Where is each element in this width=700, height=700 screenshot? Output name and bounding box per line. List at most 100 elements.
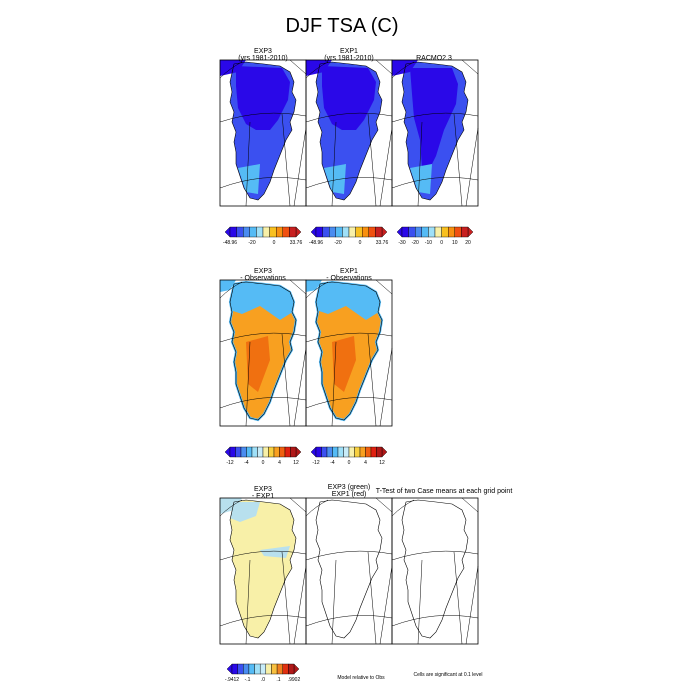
map-ttest-2	[391, 497, 479, 645]
colorbar-tick-label: -.9412	[225, 677, 239, 683]
panel-2-title-line2: (yrs 1981-2010)	[324, 55, 373, 62]
colorbar-swatch	[262, 446, 269, 458]
colorbar-tick-label: 33.76	[290, 240, 303, 246]
ttest-title: T-Test of two Case means at each grid po…	[376, 488, 513, 495]
colorbar-racmo: -30 -20 -10 0 10 20	[396, 226, 474, 246]
colorbar-swatch	[257, 446, 264, 458]
colorbar-swatch	[354, 446, 361, 458]
map-exp1-obs	[305, 279, 393, 427]
colorbar-tick-label: .0	[261, 677, 265, 683]
map-ttest-1	[305, 497, 393, 645]
colorbar-swatch	[375, 226, 383, 238]
map-exp3	[219, 59, 307, 207]
colorbar-tick-label: 0	[359, 240, 362, 246]
colorbar-tick-label: 0	[262, 460, 265, 466]
colorbar-swatch	[428, 226, 436, 238]
colorbar-swatch	[335, 226, 343, 238]
colorbar-swatch	[342, 226, 350, 238]
colorbar-tick-label: 12	[293, 460, 299, 466]
map-exp1	[305, 59, 393, 207]
colorbar-swatch	[240, 446, 247, 458]
colorbar-swatch	[268, 446, 275, 458]
colorbar-swatch	[262, 226, 270, 238]
colorbar-swatch	[290, 446, 297, 458]
colorbar-swatch	[237, 663, 244, 675]
figure-title: DJF TSA (C)	[286, 15, 399, 37]
colorbar-exp3-obs: -12 -4 0 4 12	[224, 446, 302, 466]
colorbar-swatch	[235, 446, 242, 458]
colorbar-exp3: -48.96 -20 0 33.76	[223, 226, 303, 246]
colorbar-tick-label: -48.96	[309, 240, 323, 246]
colorbar-swatch	[348, 226, 356, 238]
colorbar-swatch	[348, 446, 355, 458]
colorbar-tick-label: 20	[465, 240, 471, 246]
colorbar-exp1: -48.96 -20 0 33.76	[309, 226, 389, 246]
colorbar-swatch	[332, 446, 339, 458]
colorbar-swatch	[242, 226, 250, 238]
map-racmo	[391, 59, 479, 207]
colorbar-tick-label: 10	[452, 240, 458, 246]
colorbar-swatch	[362, 226, 370, 238]
colorbar-swatch	[408, 226, 416, 238]
colorbar-swatch	[359, 446, 366, 458]
panel-7-title-line2: - EXP1	[252, 493, 274, 500]
colorbar-swatch	[229, 226, 237, 238]
map-exp3-obs	[219, 279, 307, 427]
colorbar-swatch	[259, 663, 267, 675]
note-cells-significant: Cells are significant at 0.1 level	[414, 672, 483, 678]
colorbar-swatch	[368, 226, 376, 238]
colorbar-swatch	[376, 446, 383, 458]
colorbar-swatch	[273, 446, 280, 458]
colorbar-swatch	[337, 446, 344, 458]
colorbar-tick-label: -20	[334, 240, 341, 246]
colorbar-swatch	[276, 226, 284, 238]
colorbar-swatch	[269, 226, 277, 238]
colorbar-tick-label: 0	[348, 460, 351, 466]
colorbar-tick-label: -12	[312, 460, 319, 466]
colorbar-tick-label: .1	[276, 677, 280, 683]
colorbar-swatch	[434, 226, 442, 238]
colorbar-swatch	[315, 446, 322, 458]
panel-7-title-line1: EXP3	[254, 486, 272, 493]
colorbar-tick-label: 33.76	[376, 240, 389, 246]
colorbar-exp1-obs: -12 -4 0 4 12	[310, 446, 388, 466]
colorbar-swatch	[370, 446, 377, 458]
panel-3-title-line1: RACMO2.3	[416, 55, 452, 62]
colorbar-swatch	[421, 226, 429, 238]
colorbar-tick-label: -.1	[245, 677, 251, 683]
colorbar-tick-label: -48.96	[223, 240, 237, 246]
panel-4-title-line2: - Observations	[240, 275, 286, 282]
colorbar-swatch	[256, 226, 264, 238]
colorbar-swatch	[415, 226, 423, 238]
colorbar-swatch	[315, 226, 323, 238]
colorbar-swatch	[321, 446, 328, 458]
panel-4-title-line1: EXP3	[254, 268, 272, 275]
colorbar-swatch	[231, 663, 238, 675]
colorbar-tick-label: -20	[412, 240, 419, 246]
colorbar-swatch	[243, 663, 250, 675]
colorbar-swatch	[326, 446, 333, 458]
colorbar-tick-label: 0	[273, 240, 276, 246]
colorbar-swatch	[271, 663, 278, 675]
panel-1-title-line1: EXP3	[254, 48, 272, 55]
colorbar-swatch	[454, 226, 462, 238]
colorbar-swatch	[236, 226, 244, 238]
colorbar-swatch	[276, 663, 283, 675]
colorbar-swatch	[329, 226, 337, 238]
map-exp3-exp1	[219, 497, 307, 645]
colorbar-tick-label: -20	[248, 240, 255, 246]
colorbar-swatch	[249, 226, 257, 238]
colorbar-swatch	[265, 663, 272, 675]
panel-5-title-line2: - Observations	[326, 275, 372, 282]
colorbar-swatch	[343, 446, 350, 458]
colorbar-swatch	[461, 226, 469, 238]
colorbar-tick-label: -4	[244, 460, 249, 466]
colorbar-swatch	[254, 663, 261, 675]
panel-8-title-line1: EXP3 (green)	[328, 484, 370, 491]
colorbar-tick-label: 4	[364, 460, 367, 466]
colorbar-swatch	[246, 446, 253, 458]
panel-8-title-line2: EXP1 (red)	[332, 491, 367, 498]
colorbar-swatch	[448, 226, 456, 238]
colorbar-swatch	[322, 226, 330, 238]
colorbar-swatch	[248, 663, 255, 675]
